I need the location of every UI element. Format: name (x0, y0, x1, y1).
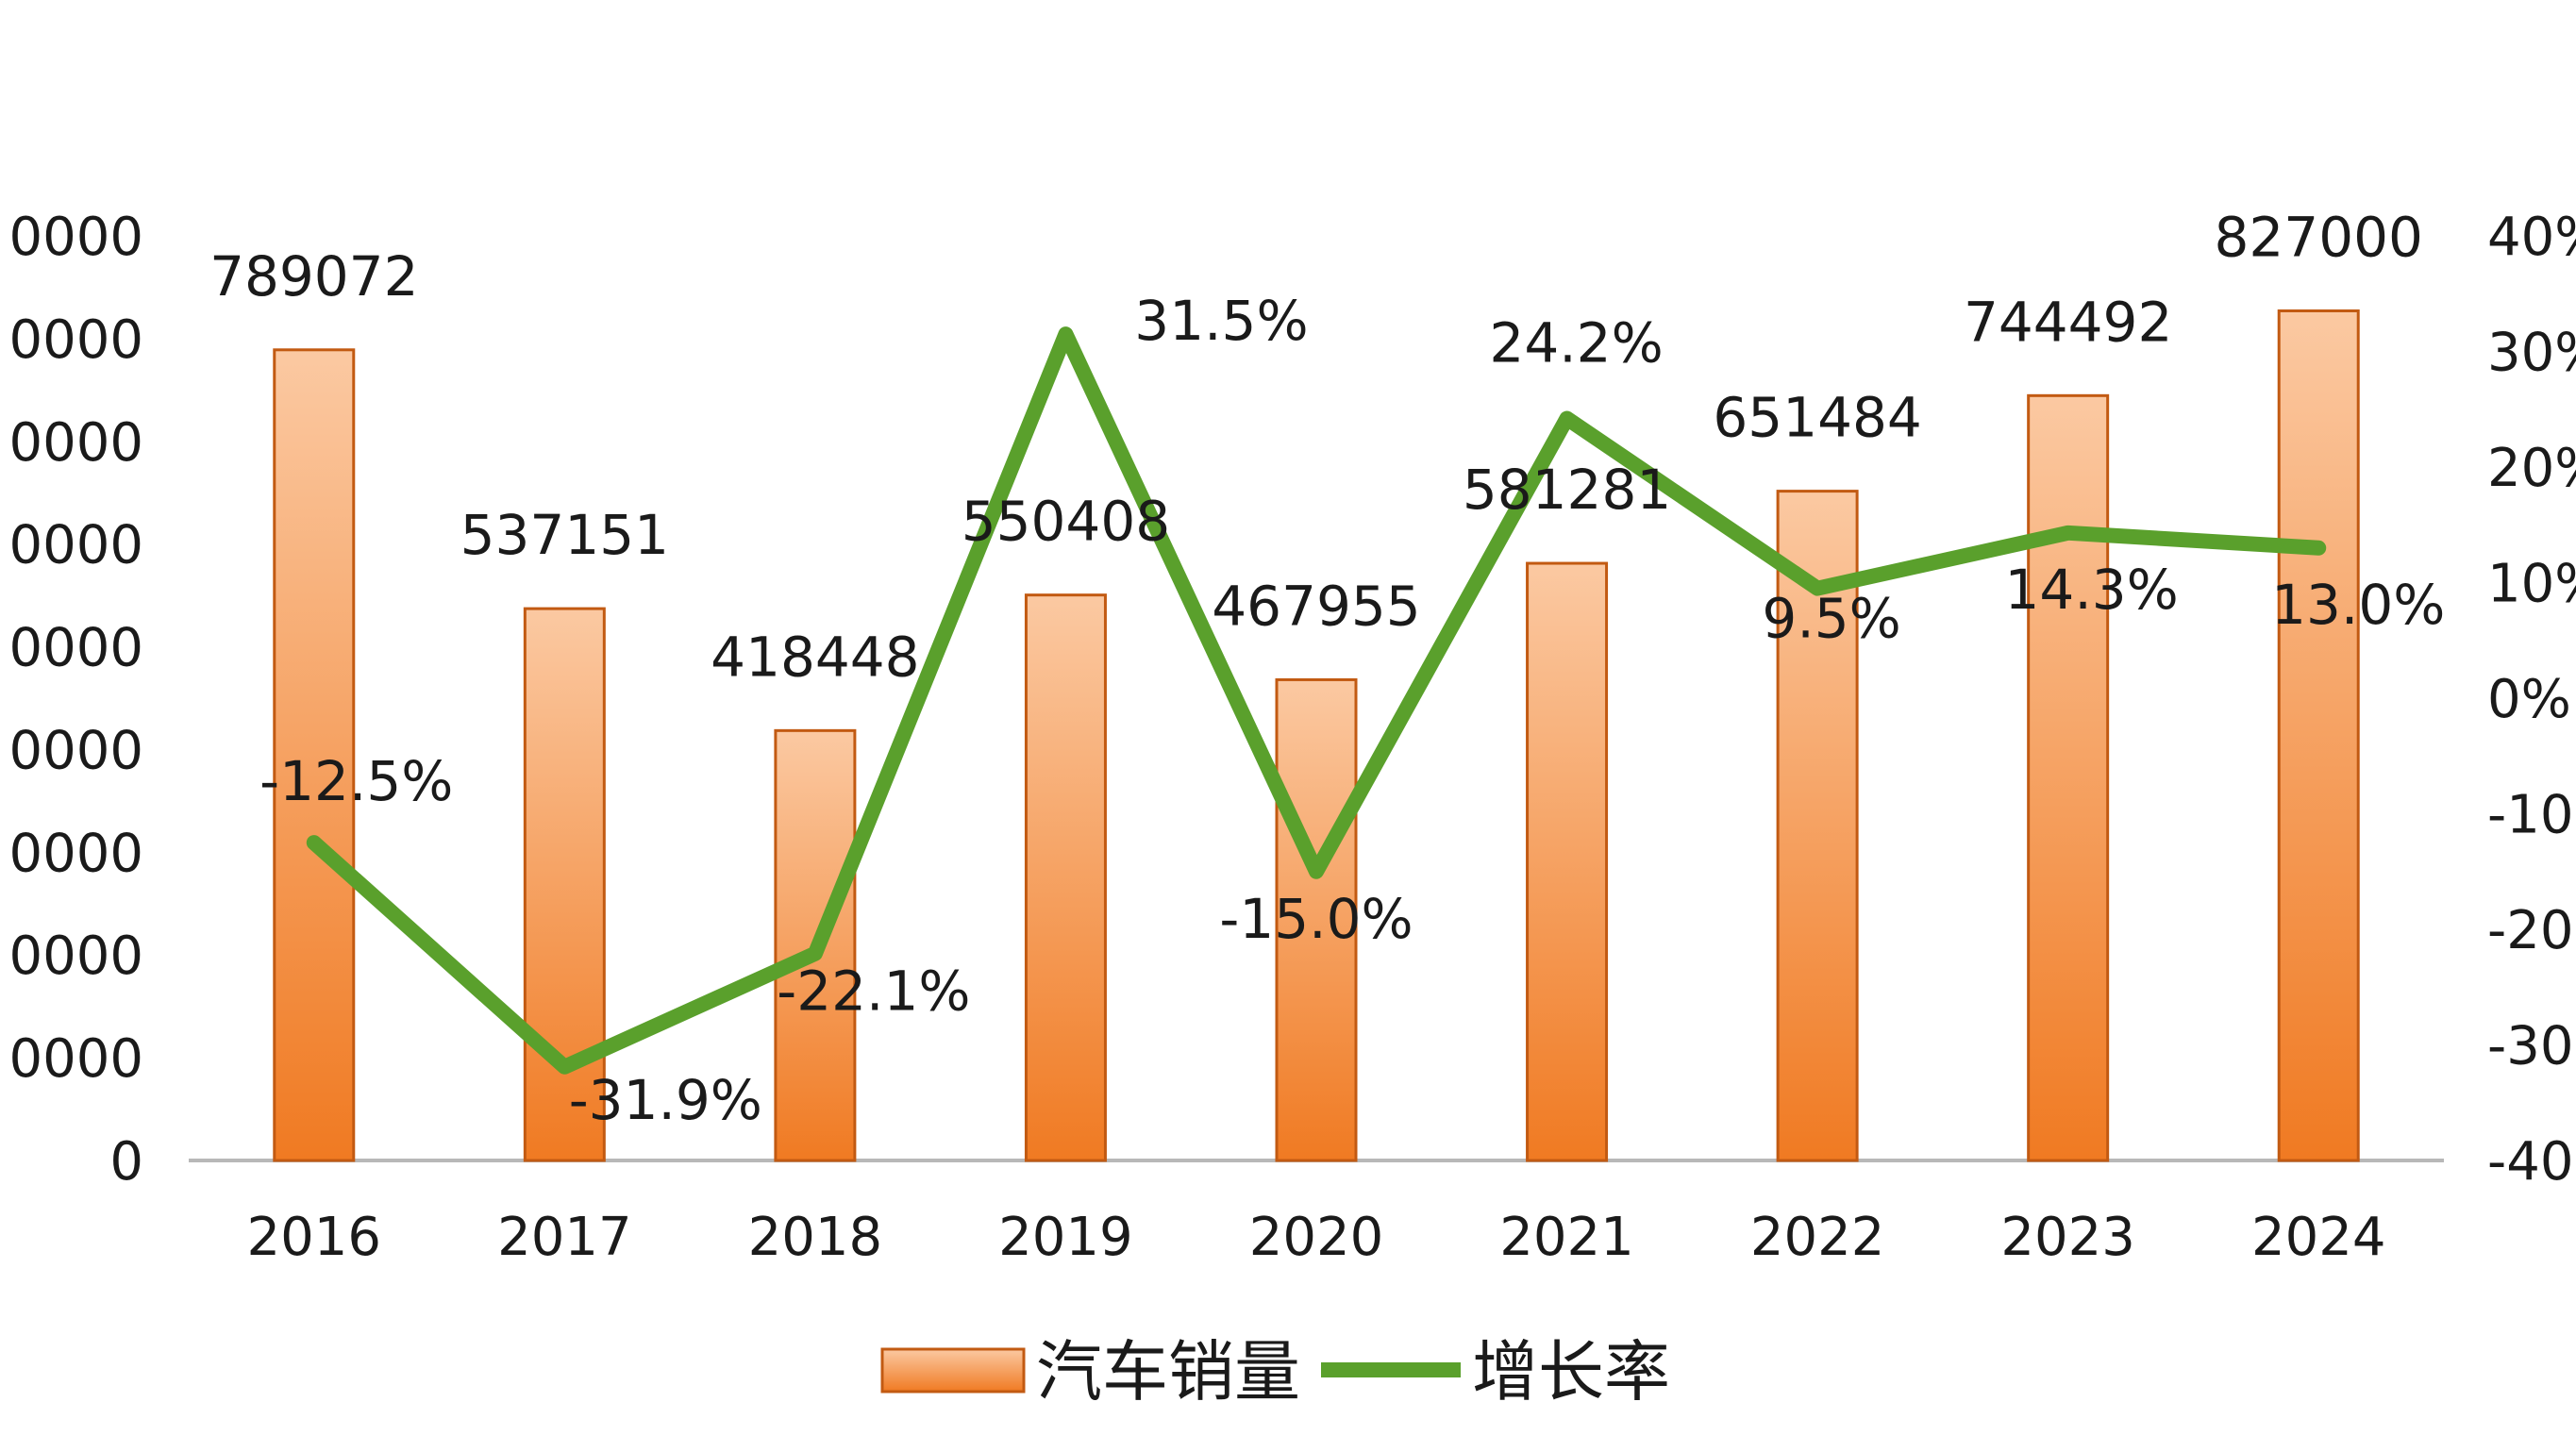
right-axis-tick-label: -20 (2487, 900, 2573, 961)
line-data-label: 24.2% (1489, 311, 1663, 376)
bar-data-label: 550408 (962, 490, 1170, 554)
x-axis-tick-label: 2022 (1750, 1207, 1885, 1268)
bar-2019 (1024, 593, 1107, 1162)
line-data-label: 31.5% (1134, 289, 1308, 353)
legend-label: 增长率 (1472, 1333, 1670, 1410)
line-data-label: -31.9% (569, 1068, 762, 1132)
x-axis-tick-label: 2016 (247, 1207, 382, 1268)
bar-data-label: 581281 (1463, 458, 1671, 522)
line-data-label: 14.3% (2005, 558, 2179, 622)
bar-data-labels: 789072 537151 418448 550408 467955 581281 6514… (209, 205, 2423, 689)
right-axis-tick-label: 30% (2487, 323, 2576, 384)
bar-data-label: 827000 (2215, 205, 2423, 269)
bar-2016 (273, 348, 356, 1162)
growth-rate-line (306, 326, 2327, 1075)
left-axis-tick-label: 0000 (8, 823, 143, 884)
x-axis-tick-label: 2019 (998, 1207, 1133, 1268)
bar-data-label: 744492 (1964, 290, 2172, 354)
x-axis-tick-labels: 2016 2017 2018 2019 2020 2021 2022 2023 2024 (247, 1207, 2386, 1268)
bar-2021 (1526, 561, 1609, 1162)
right-axis-tick-label: -40 (2487, 1131, 2573, 1193)
legend: 汽车销量 增长率 (880, 1333, 1670, 1410)
right-axis-tick-label: 10% (2487, 554, 2576, 615)
x-axis-tick-label: 2023 (2000, 1207, 2135, 1268)
left-axis-tick-label: 0000 (8, 207, 143, 268)
growth-line-series (306, 326, 2327, 1075)
left-axis-tick-label: 0 (109, 1131, 143, 1193)
line-data-labels: -12.5% -31.9%-22.1% 31.5% -15.0% 24.2% 9.5% 14… (259, 289, 2445, 1132)
bar-data-label: 537151 (460, 503, 669, 567)
bar-data-label: 789072 (209, 244, 418, 309)
legend-label: 汽车销量 (1036, 1333, 1300, 1410)
bar-2022 (1776, 490, 1859, 1162)
line-data-label: -15.0% (1219, 887, 1413, 951)
right-axis-tick-label: -10 (2487, 785, 2573, 846)
right-axis-tick-label: 0% (2487, 669, 2571, 730)
x-axis-tick-label: 2024 (2251, 1207, 2386, 1268)
x-axis-tick-label: 2020 (1249, 1207, 1384, 1268)
right-axis-tick-label: 40% (2487, 207, 2576, 268)
left-axis-tick-label: 0000 (8, 412, 143, 474)
left-axis-tick-label: 0000 (8, 618, 143, 679)
left-axis-tick-label: 0000 (8, 515, 143, 576)
line-data-label: -12.5% (259, 749, 453, 813)
legend-bar-swatch (880, 1347, 1026, 1394)
line-data-label: 13.0% (2271, 573, 2445, 637)
bar-data-label: 467955 (1212, 574, 1420, 638)
line-data-label: -22.1% (777, 960, 970, 1024)
bar-2024 (2277, 309, 2360, 1162)
right-axis-tick-labels: -40 -30 -20 -10 0% 10% 20% 30% 40% (2487, 207, 2576, 1193)
line-data-label: 9.5% (1762, 587, 1900, 651)
left-axis-tick-label: 0000 (8, 926, 143, 987)
bar-series (273, 309, 2360, 1162)
x-axis-tick-label: 2017 (497, 1207, 632, 1268)
x-axis-tick-label: 2021 (1499, 1207, 1634, 1268)
left-axis-tick-label: 0000 (8, 1028, 143, 1090)
bar-2023 (2027, 393, 2110, 1162)
right-axis-tick-label: -30 (2487, 1016, 2573, 1077)
bar-data-label: 651484 (1713, 386, 1921, 450)
left-axis-tick-label: 0000 (8, 309, 143, 371)
bar-data-label: 418448 (711, 625, 919, 689)
right-axis-tick-label: 20% (2487, 438, 2576, 499)
left-axis-tick-label: 0000 (8, 720, 143, 781)
bar-2020 (1275, 677, 1358, 1162)
x-axis-tick-label: 2018 (748, 1207, 883, 1268)
